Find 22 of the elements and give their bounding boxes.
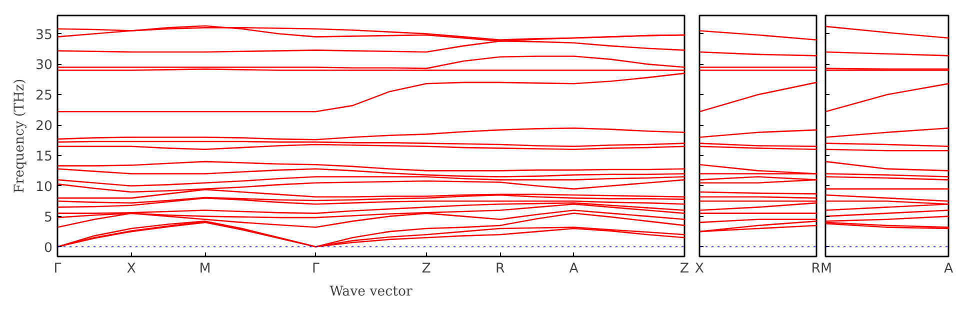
x-tick-label: M	[820, 262, 832, 276]
x-tick-label: R	[811, 262, 821, 276]
x-axis-title: Wave vector	[330, 284, 414, 300]
x-tick-label: Γ	[54, 262, 62, 276]
x-tick-label: R	[495, 262, 505, 276]
y-tick-label: 0	[44, 240, 53, 256]
y-tick-label: 35	[36, 28, 53, 43]
y-tick-label: 20	[36, 119, 53, 134]
y-tick-label: 25	[36, 88, 53, 104]
x-tick-label: X	[694, 262, 704, 276]
y-axis-title: Frequency (THz)	[12, 78, 28, 194]
y-tick-label: 5	[44, 210, 53, 226]
x-tick-label: Z	[680, 262, 690, 276]
x-tick-label: Z	[422, 262, 431, 276]
y-tick-label: 30	[36, 58, 53, 74]
y-tick-label: 15	[36, 149, 53, 164]
x-tick-label: A	[569, 262, 578, 276]
x-tick-label: M	[199, 262, 211, 276]
x-tick-label: X	[126, 262, 136, 276]
y-tick-label: 10	[36, 180, 53, 195]
x-tick-label: A	[944, 262, 954, 276]
x-tick-label: Γ	[312, 262, 320, 276]
